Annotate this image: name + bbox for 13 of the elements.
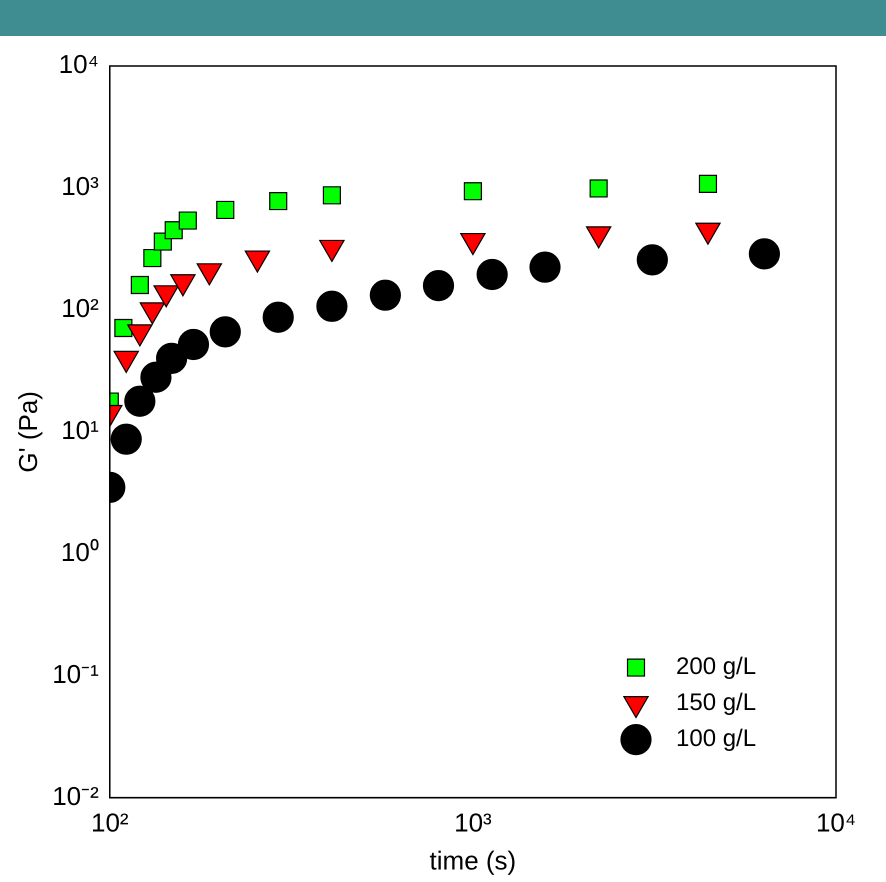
x-tick-label: 10⁴ <box>816 807 856 838</box>
y-tick-label: 10³ <box>61 171 100 202</box>
x-axis-title: time (s) <box>430 846 516 876</box>
y-tick-label: 10⁰ <box>60 536 99 567</box>
y-axis-title: G' (Pa) <box>12 391 43 473</box>
x-tick-label: 10³ <box>454 807 492 838</box>
legend-label: 150 g/L <box>676 689 756 716</box>
legend-label: 200 g/L <box>676 653 756 680</box>
y-tick-label: 10¹ <box>61 414 100 445</box>
y-tick-label: 10⁴ <box>58 49 99 80</box>
legend-label: 100 g/L <box>676 725 756 752</box>
y-tick-label: 10² <box>61 293 100 324</box>
y-tick-label: 10⁻¹ <box>52 658 100 689</box>
